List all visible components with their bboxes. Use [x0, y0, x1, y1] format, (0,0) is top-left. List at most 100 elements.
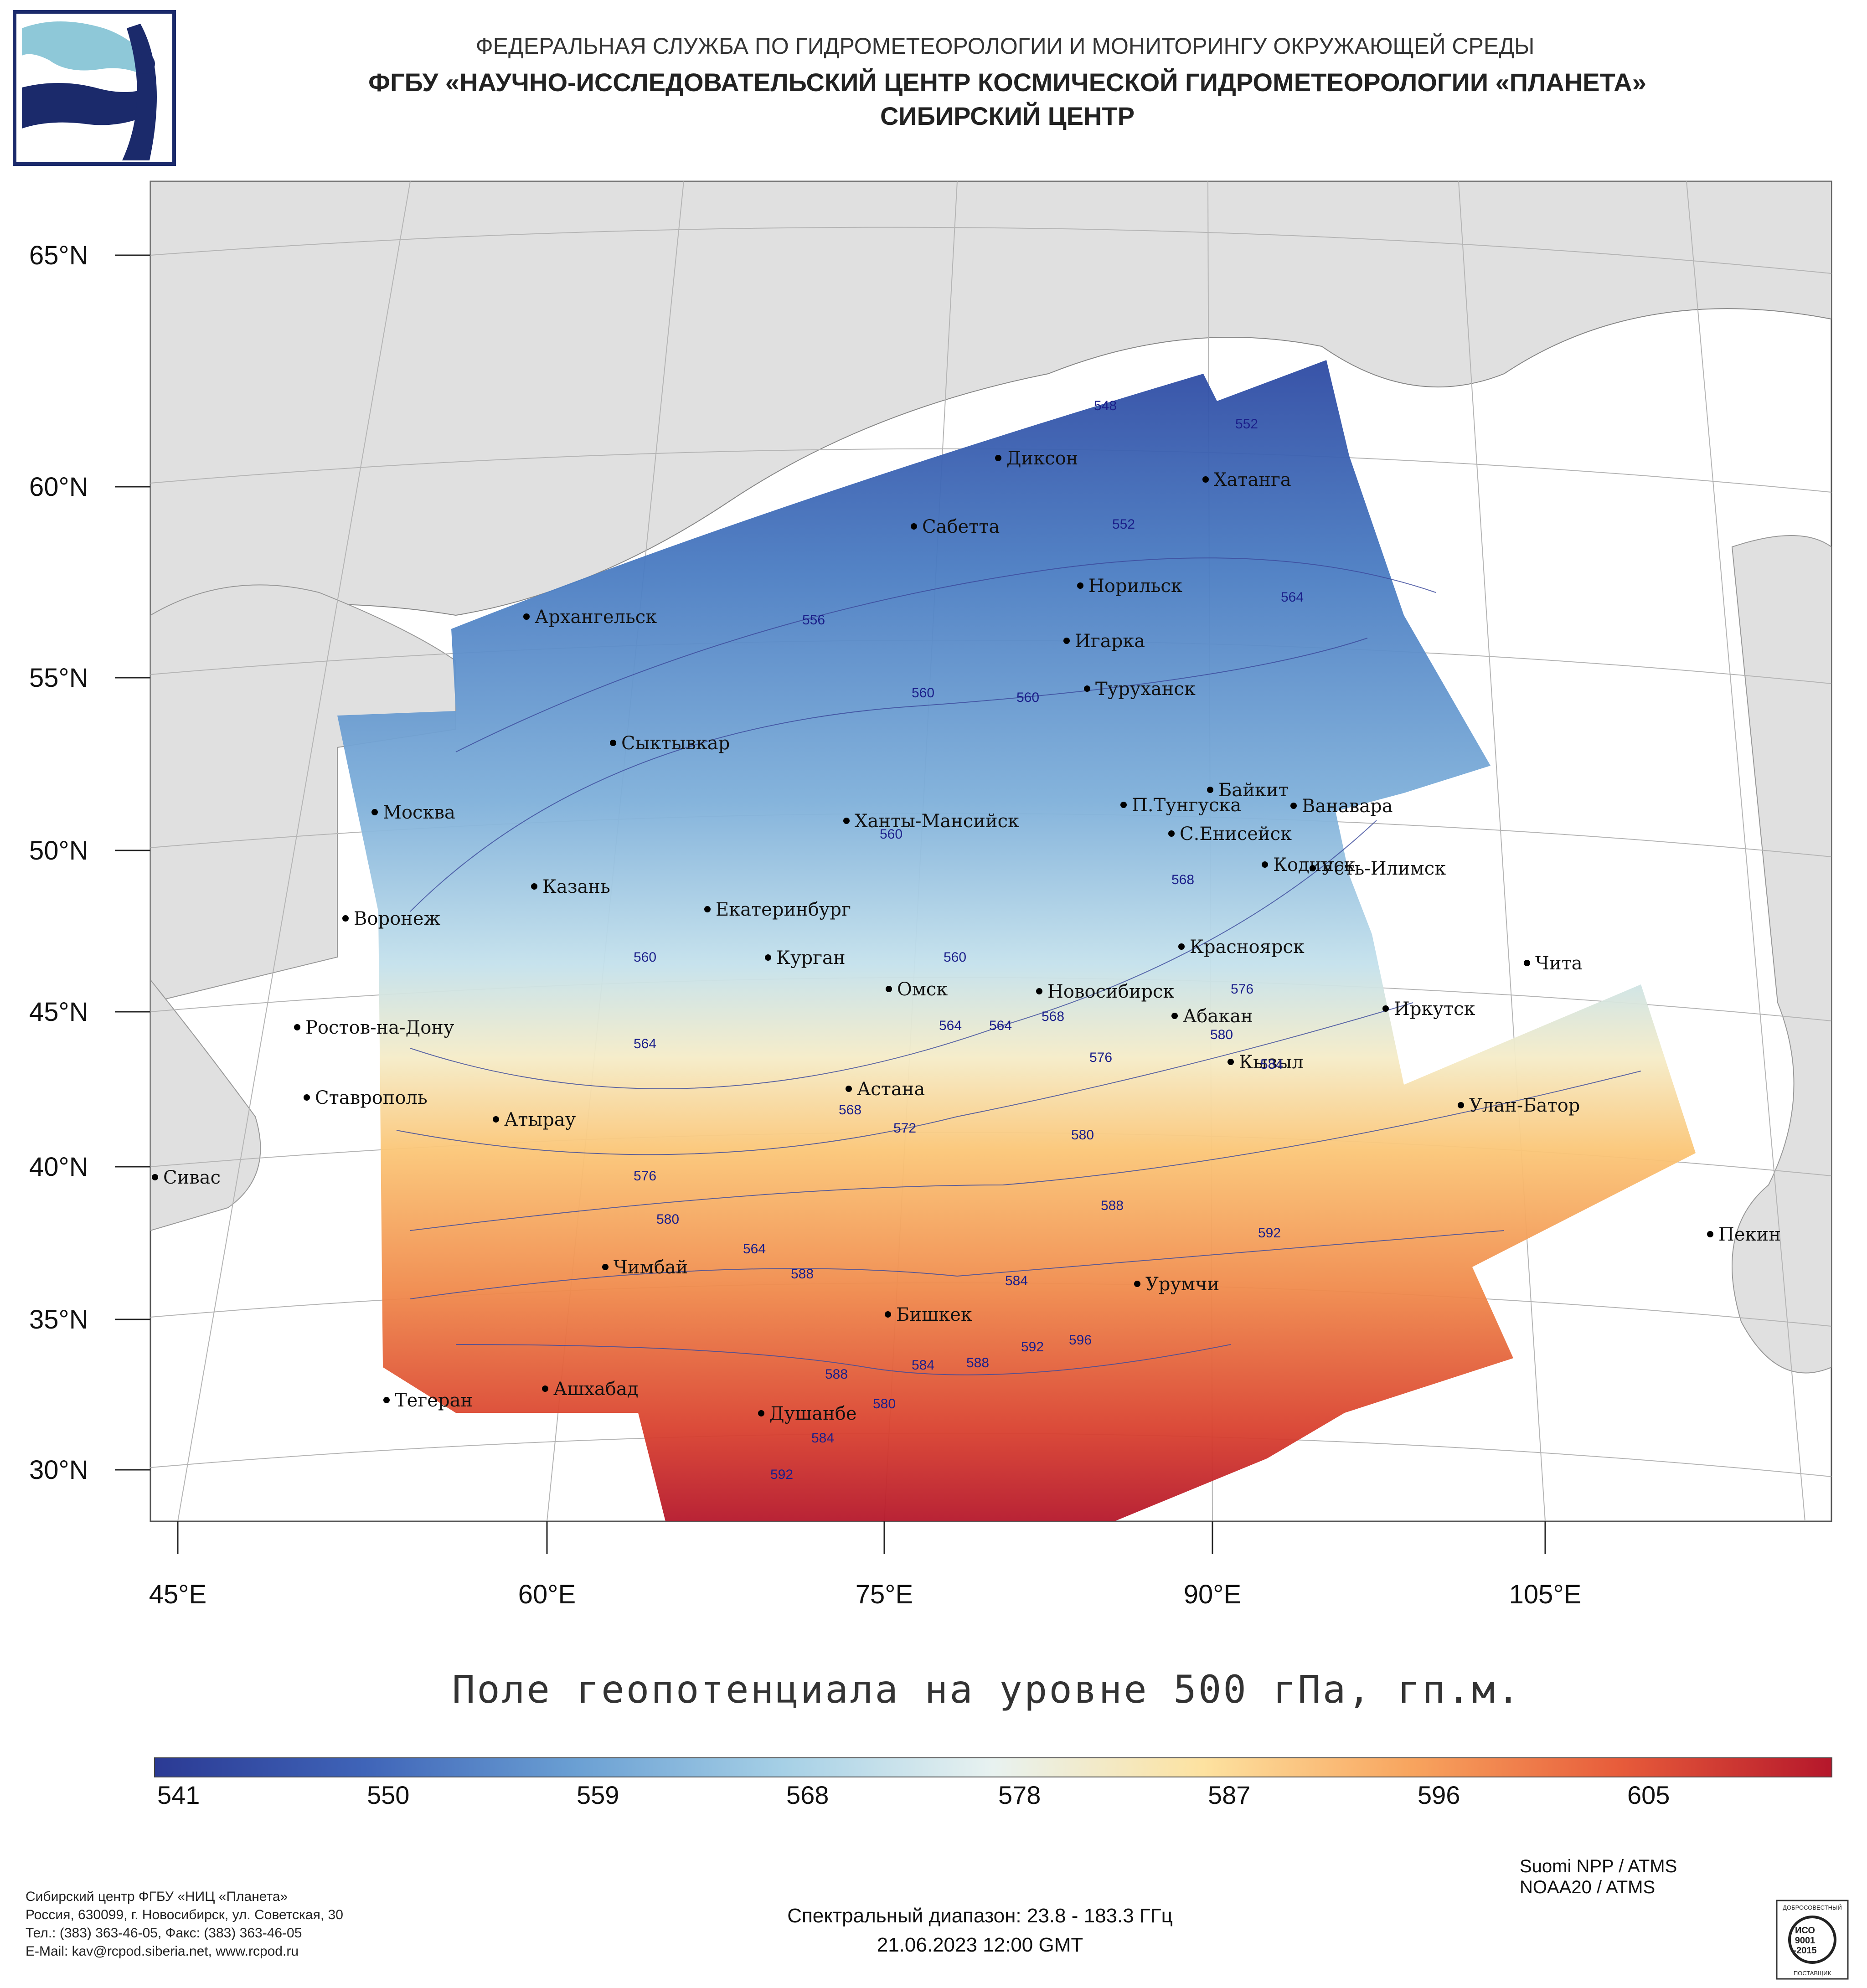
city-marker: Сивас [152, 1167, 221, 1188]
city-marker: Кызыл [1227, 1052, 1304, 1073]
city-marker: Чимбай [602, 1257, 688, 1278]
spectral-range: Спектральный диапазон: 23.8 - 183.3 ГГц [787, 1905, 1173, 1927]
city-dot [610, 740, 616, 746]
city-dot [1120, 802, 1127, 808]
city-marker: Курган [765, 948, 846, 968]
satellite-list: Suomi NPP / ATMS NOAA20 / ATMS [1520, 1856, 1677, 1898]
isoline-label: 584 [811, 1431, 834, 1446]
header-center: ФГБУ «НАУЧНО-ИССЛЕДОВАТЕЛЬСКИЙ ЦЕНТР КОС… [368, 68, 1646, 97]
city-name: С.Енисейск [1180, 824, 1292, 845]
city-marker: П.Тунгуска [1120, 795, 1241, 816]
city-dot [602, 1264, 609, 1270]
lat-label: 60°N [29, 472, 88, 502]
city-marker: Ашхабад [542, 1379, 638, 1400]
isoline-label: 568 [1171, 872, 1194, 887]
city-name: Диксон [1006, 448, 1078, 469]
city-name: Новосибирск [1047, 981, 1174, 1002]
city-name: Ванавара [1302, 796, 1393, 817]
isoline-label: 584 [912, 1358, 934, 1373]
city-marker: Урумчи [1134, 1274, 1219, 1295]
city-dot [304, 1094, 310, 1101]
city-dot [383, 1397, 390, 1403]
isoline-label: 584 [1005, 1273, 1028, 1288]
lat-label: 40°N [29, 1152, 88, 1182]
city-name: Бишкек [896, 1304, 972, 1325]
isoline-label: 572 [893, 1121, 916, 1136]
city-name: Астана [857, 1079, 925, 1100]
lat-label: 50°N [29, 836, 88, 865]
city-name: Чимбай [614, 1257, 688, 1278]
isoline-label: 564 [939, 1018, 962, 1033]
header-agency: ФЕДЕРАЛЬНАЯ СЛУЖБА ПО ГИДРОМЕТЕОРОЛОГИИ … [475, 33, 1535, 59]
city-marker: Улан-Батор [1458, 1095, 1580, 1116]
city-dot [911, 523, 917, 530]
city-marker: Ростов-на-Дону [294, 1017, 454, 1038]
footer-line: Тел.: (383) 363-46-05, Факс: (383) 363-4… [26, 1926, 302, 1941]
city-marker: Сабетта [911, 516, 1000, 537]
isoline-label: 592 [1021, 1339, 1044, 1355]
city-marker: Бишкек [885, 1304, 972, 1325]
isoline-label: 560 [1016, 690, 1039, 705]
footer-line: E-Mail: kav@rcpod.siberia.net, www.rcpod… [26, 1944, 299, 1959]
city-dot [758, 1410, 764, 1416]
city-name: Улан-Батор [1469, 1095, 1580, 1116]
city-marker: Ханты-Мансийск [843, 811, 1019, 832]
city-marker: Туруханск [1084, 679, 1196, 700]
city-name: Омск [897, 979, 948, 1000]
isoline-label: 552 [1235, 417, 1258, 432]
city-dot [886, 986, 892, 992]
iso-certification-badge: ДОБРОСОВЕСТНЫЙ ИСО 9001 -2015 ПОСТАВЩИК [1776, 1900, 1849, 1980]
city-marker: Ставрополь [304, 1087, 428, 1108]
city-dot [493, 1116, 499, 1123]
colorbar-tick-label: 541 [157, 1781, 200, 1809]
city-marker: Кодинск [1262, 855, 1355, 876]
isoline-label: 560 [634, 950, 656, 965]
isoline-label: 564 [1281, 590, 1304, 605]
city-dot [152, 1174, 158, 1180]
city-dot [1168, 830, 1175, 837]
city-dot [1458, 1102, 1464, 1108]
city-marker: Душанбе [758, 1403, 857, 1424]
city-dot [995, 455, 1001, 461]
city-name: Чита [1535, 953, 1583, 974]
badge-top-text: ДОБРОСОВЕСТНЫЙ [1783, 1904, 1842, 1911]
city-marker: Иркутск [1382, 999, 1475, 1020]
city-marker: Новосибирск [1036, 981, 1174, 1002]
city-name: Ростов-на-Дону [305, 1017, 454, 1038]
lat-label: 30°N [29, 1455, 88, 1485]
city-name: Сивас [163, 1167, 221, 1188]
datetime: 21.06.2023 12:00 GMT [877, 1934, 1083, 1956]
city-dot [1171, 1013, 1178, 1019]
city-dot [1134, 1281, 1140, 1287]
city-dot [1524, 960, 1530, 966]
city-name: Тегеран [395, 1390, 473, 1411]
city-marker: Игарка [1063, 631, 1145, 652]
city-dot [1036, 988, 1042, 994]
city-dot [294, 1024, 300, 1030]
colorbar-tick-label: 559 [577, 1781, 619, 1809]
city-marker: Сыктывкар [610, 733, 730, 754]
isoline-label: 564 [634, 1036, 656, 1051]
city-marker: Усть-Илимск [1310, 858, 1446, 879]
city-marker: Красноярск [1178, 937, 1305, 958]
isolines [396, 557, 1641, 1375]
city-dot [1178, 943, 1185, 950]
city-marker: Тегеран [383, 1390, 473, 1411]
city-dot [1262, 861, 1268, 868]
colorbar-tick-label: 596 [1418, 1781, 1460, 1809]
isoline-label: 588 [1101, 1198, 1124, 1213]
city-name: Иркутск [1394, 999, 1475, 1020]
city-name: Душанбе [769, 1403, 857, 1424]
isoline-label: 596 [1069, 1333, 1092, 1348]
colorbar-tick-label: 550 [367, 1781, 410, 1809]
city-marker: Москва [371, 802, 455, 823]
city-dot [1063, 638, 1070, 644]
city-name: Усть-Илимск [1321, 858, 1446, 879]
city-dot [542, 1385, 548, 1392]
city-name: Туруханск [1095, 679, 1196, 700]
city-dot [531, 883, 537, 890]
city-name: Ставрополь [315, 1087, 428, 1108]
badge-2015: -2015 [1793, 1946, 1816, 1956]
city-dot [342, 915, 349, 922]
